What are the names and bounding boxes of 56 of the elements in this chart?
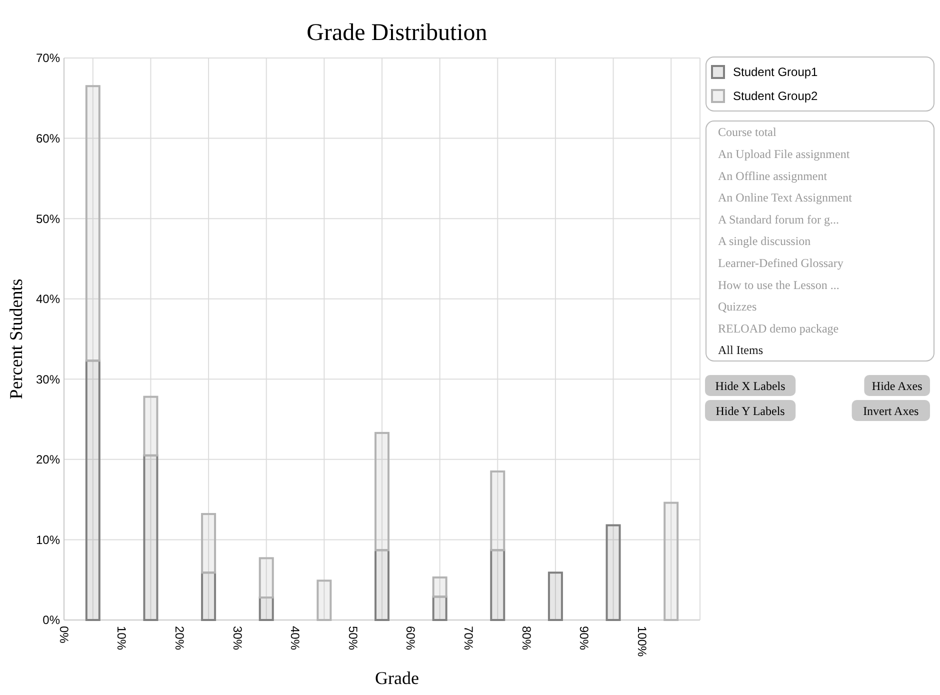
bar bbox=[201, 513, 216, 574]
x-tick-label: 90% bbox=[577, 626, 592, 650]
button: Hide X Labels bbox=[705, 375, 796, 396]
x-tick-label: 80% bbox=[519, 626, 534, 650]
y-tick-label: 40% bbox=[36, 292, 60, 306]
button: Hide Axes bbox=[864, 375, 930, 396]
bar bbox=[490, 470, 506, 552]
x-tick-label: 60% bbox=[404, 626, 418, 650]
bar bbox=[201, 572, 216, 621]
text: A Standard forum for g... bbox=[718, 212, 839, 226]
legend-label: Student Group2 bbox=[733, 89, 818, 104]
y-tick-label: 10% bbox=[36, 532, 60, 547]
y-tick-label: 60% bbox=[36, 131, 60, 146]
bar bbox=[143, 396, 158, 456]
bar bbox=[548, 572, 563, 621]
text: An Offline assignment bbox=[718, 168, 828, 183]
bar bbox=[374, 432, 390, 552]
x-tick-label: 70% bbox=[462, 626, 476, 650]
x-axis-title: Grade bbox=[375, 668, 419, 688]
bar bbox=[490, 549, 506, 621]
bar bbox=[143, 454, 158, 621]
bar bbox=[374, 549, 390, 621]
text: RELOAD demo package bbox=[718, 321, 839, 336]
text: How to use the Lesson ... bbox=[718, 278, 840, 292]
legend-label: Student Group1 bbox=[733, 65, 818, 80]
x-tick-label: 10% bbox=[114, 626, 129, 650]
y-tick-label: 70% bbox=[36, 51, 60, 66]
y-tick-label: 50% bbox=[36, 212, 60, 226]
text: Course total bbox=[718, 125, 777, 140]
x-tick-label: 50% bbox=[346, 626, 360, 650]
bar bbox=[258, 596, 274, 621]
button: Invert Axes bbox=[852, 400, 930, 421]
bar bbox=[85, 360, 100, 621]
text: Quizzes bbox=[718, 300, 757, 314]
x-tick-label: 40% bbox=[288, 626, 302, 650]
y-tick-label: 30% bbox=[36, 372, 60, 386]
text: All Items bbox=[718, 343, 764, 358]
text: Learner-Defined Glossary bbox=[718, 256, 844, 270]
bar bbox=[432, 596, 448, 621]
y-axis-title: Percent Students bbox=[6, 278, 26, 400]
button: Hide Y Labels bbox=[705, 400, 796, 421]
bar bbox=[432, 576, 448, 598]
y-tick-label: 20% bbox=[36, 452, 60, 467]
bar bbox=[606, 524, 621, 621]
chart-title: Grade Distribution bbox=[306, 20, 488, 46]
text: An Upload File assignment bbox=[718, 147, 850, 161]
bar bbox=[258, 557, 274, 599]
bar bbox=[664, 502, 679, 621]
bar bbox=[316, 580, 332, 621]
y-tick-label: 0% bbox=[42, 613, 60, 628]
text: A single discussion bbox=[718, 234, 811, 248]
bar bbox=[85, 85, 100, 362]
x-tick-label: 30% bbox=[230, 626, 244, 650]
x-tick-label: 100% bbox=[634, 626, 649, 658]
x-tick-label: 20% bbox=[172, 626, 186, 650]
text: An Online Text Assignment bbox=[718, 190, 853, 205]
